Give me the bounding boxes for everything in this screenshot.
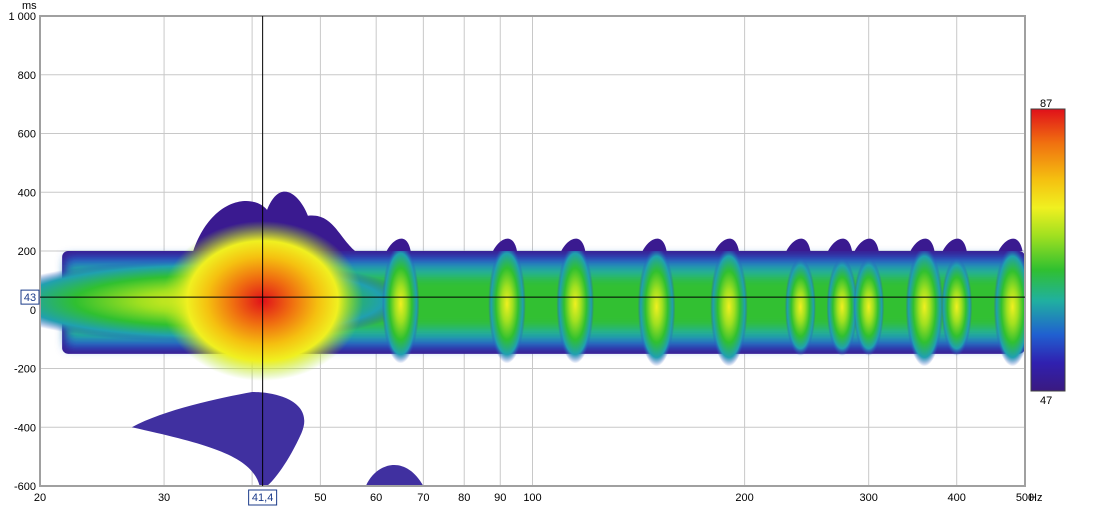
- cursor-crosshair[interactable]: 41,4 43: [20, 16, 1025, 506]
- y-tick-label: 800: [18, 70, 36, 82]
- peak-lobe: [998, 238, 1023, 251]
- peak-lobe: [714, 238, 739, 251]
- peak-blob: [826, 257, 858, 356]
- peak-lobe: [561, 238, 586, 251]
- peak-blob: [710, 247, 748, 367]
- x-tick-label: 500: [1016, 492, 1034, 504]
- peak-blob: [853, 257, 885, 356]
- cursor-x-badge: [248, 489, 278, 506]
- x-tick-label: 90: [494, 492, 506, 504]
- colorbar-min-label: 47: [1040, 395, 1052, 407]
- peak-lobe: [942, 238, 967, 251]
- cursor-x-label: 41,4: [252, 492, 273, 504]
- peak-blob: [381, 244, 420, 364]
- peak-blob: [941, 257, 973, 356]
- x-tick-label: 70: [417, 492, 429, 504]
- plot-frame: [39, 15, 1026, 487]
- x-tick-label: 80: [458, 492, 470, 504]
- y-unit-label: ms: [22, 0, 37, 12]
- y-axis-ticks: 1 000 800 600 400 200 0 -200 -400 -600: [8, 11, 36, 493]
- x-tick-label: 400: [948, 492, 966, 504]
- peak-lobe: [910, 238, 935, 251]
- peak-lobe: [386, 238, 411, 251]
- x-tick-label: 50: [314, 492, 326, 504]
- y-tick-label: 1 000: [8, 11, 36, 23]
- peak-blob: [784, 257, 816, 356]
- y-tick-label: 200: [18, 246, 36, 258]
- peak-blob: [993, 247, 1025, 367]
- y-tick-label: -200: [14, 364, 36, 376]
- lower-lobe: [365, 464, 424, 486]
- x-unit-label: Hz: [1029, 492, 1042, 504]
- y-tick-label: 400: [18, 187, 36, 199]
- x-tick-label: 60: [370, 492, 382, 504]
- colorbar-max-label: 87: [1040, 98, 1052, 110]
- peak-blob: [637, 247, 676, 367]
- cursor-y-badge: [20, 289, 40, 305]
- y-tick-label: -400: [14, 422, 36, 434]
- peak-lobe: [854, 238, 879, 251]
- y-tick-label: 600: [18, 129, 36, 141]
- x-tick-label: 300: [860, 492, 878, 504]
- cursor-y-label: 43: [24, 292, 36, 304]
- y-tick-label: 0: [30, 305, 36, 317]
- peak-lobe: [492, 238, 517, 251]
- x-tick-label: 100: [523, 492, 541, 504]
- peak-lobe: [642, 238, 667, 251]
- x-axis-ticks: 20 30 50 60 70 80 90 100 200 300 400 500: [34, 492, 1034, 504]
- x-tick-label: 30: [158, 492, 170, 504]
- peak-blob: [905, 247, 944, 367]
- y-tick-label: -600: [14, 481, 36, 493]
- peak-lobe: [786, 238, 811, 251]
- colorbar: [1030, 108, 1066, 392]
- lower-lobe: [131, 392, 305, 486]
- x-tick-label: 20: [34, 492, 46, 504]
- peak-blob: [556, 244, 594, 364]
- x-tick-label: 200: [735, 492, 753, 504]
- peak-blob: [488, 244, 526, 364]
- peak-lobe: [828, 238, 853, 251]
